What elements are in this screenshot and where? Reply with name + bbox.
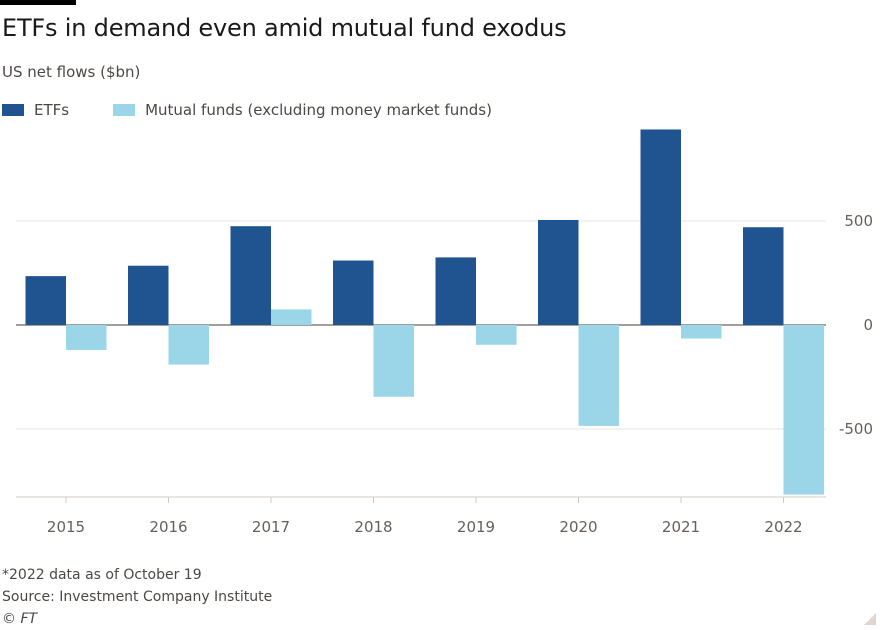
footnote-source: Source: Investment Company Institute — [2, 589, 273, 605]
x-tick-label: 2022 — [764, 518, 802, 536]
bar-etfs — [25, 276, 66, 325]
legend-item-etfs: ETFs — [2, 101, 69, 119]
y-tick-label: 500 — [844, 212, 873, 230]
legend-label-etfs: ETFs — [34, 101, 70, 119]
chart-subtitle: US net flows ($bn) — [2, 63, 141, 81]
x-tick-label: 2018 — [354, 518, 392, 536]
bar-mutual-funds — [373, 325, 414, 397]
footnote-note: *2022 data as of October 19 — [2, 567, 202, 583]
y-tick-label: -500 — [839, 420, 873, 438]
bar-etfs — [230, 226, 271, 325]
bar-mutual-funds — [681, 325, 722, 339]
bar-mutual-funds — [271, 309, 312, 325]
bar-etfs — [333, 260, 374, 325]
bar-mutual-funds — [168, 325, 209, 365]
legend: ETFs Mutual funds (excluding money marke… — [2, 99, 492, 121]
footnote-copyright: © FT — [2, 611, 38, 627]
bar-mutual-funds — [578, 325, 619, 426]
x-tick-label: 2016 — [149, 518, 187, 536]
bar-etfs — [128, 265, 169, 325]
bar-mutual-funds — [783, 325, 824, 495]
chart-title: ETFs in demand even amid mutual fund exo… — [2, 14, 567, 42]
footnotes: *2022 data as of October 19 Source: Inve… — [2, 564, 272, 630]
x-tick-label: 2015 — [47, 518, 85, 536]
x-tick-label: 2017 — [252, 518, 290, 536]
bar-etfs — [435, 257, 476, 325]
brand-rule — [0, 0, 76, 5]
legend-swatch-etfs — [2, 104, 24, 116]
y-tick-label: 0 — [863, 316, 873, 334]
x-tick-label: 2021 — [662, 518, 700, 536]
bar-etfs — [743, 227, 784, 325]
bar-etfs — [640, 129, 681, 325]
x-tick-label: 2020 — [559, 518, 597, 536]
bar-mutual-funds — [66, 325, 107, 350]
legend-item-mutual-funds: Mutual funds (excluding money market fun… — [113, 101, 492, 119]
legend-label-mutual-funds: Mutual funds (excluding money market fun… — [145, 101, 492, 119]
bar-mutual-funds — [476, 325, 517, 345]
resize-corner-icon — [864, 613, 876, 625]
x-tick-label: 2019 — [457, 518, 495, 536]
bar-etfs — [538, 219, 579, 325]
legend-swatch-mutual-funds — [113, 104, 136, 116]
